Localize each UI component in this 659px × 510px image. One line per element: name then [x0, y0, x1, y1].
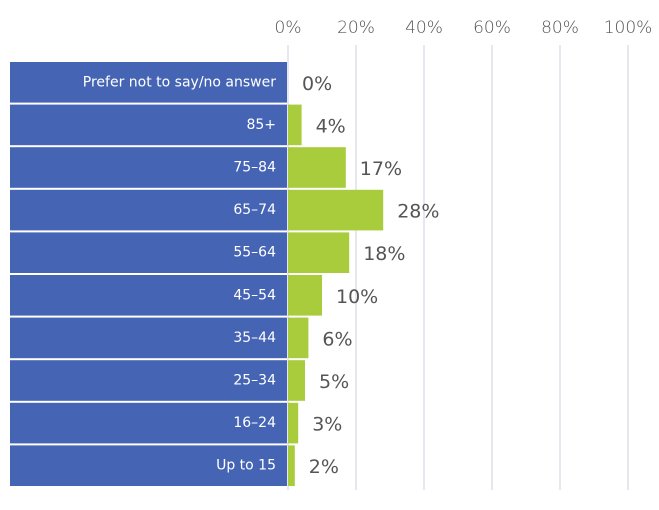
bar: [288, 147, 346, 188]
category-box: [10, 147, 287, 188]
category-label: 65–74: [233, 202, 276, 218]
category-label: 85+: [246, 117, 276, 133]
category-label: Prefer not to say/no answer: [83, 74, 276, 90]
value-label: 10%: [336, 286, 378, 308]
category-label: 45–54: [233, 287, 276, 303]
x-tick-label: 40%: [405, 18, 443, 38]
category-label: Up to 15: [216, 458, 276, 474]
value-label: 2%: [309, 456, 339, 478]
value-label: 6%: [322, 328, 352, 350]
category-label: 55–64: [233, 245, 276, 261]
x-tick-label: 20%: [337, 18, 375, 38]
bar: [288, 104, 302, 146]
value-label: 3%: [312, 414, 342, 436]
value-label: 18%: [363, 243, 405, 265]
value-label: 17%: [360, 158, 402, 180]
category-label: 25–34: [233, 373, 276, 389]
x-tick-label: 0%: [275, 18, 302, 38]
bar: [288, 189, 384, 231]
bar: [288, 402, 299, 444]
category-label: 75–84: [233, 160, 276, 176]
category-box: [10, 62, 287, 103]
x-tick-label: 80%: [541, 18, 579, 38]
bar: [288, 317, 309, 359]
category-box: [10, 232, 287, 273]
category-box: [10, 189, 287, 231]
value-label: 5%: [319, 371, 349, 393]
bar: [288, 232, 350, 273]
value-label: 0%: [302, 73, 332, 95]
value-label: 28%: [397, 201, 439, 223]
category-box: [10, 445, 287, 486]
category-box: [10, 360, 287, 401]
category-box: [10, 317, 287, 359]
value-label: 4%: [316, 115, 346, 137]
category-label: 35–44: [233, 330, 276, 346]
bar: [288, 275, 322, 316]
bar: [288, 360, 305, 401]
category-box: [10, 104, 287, 146]
category-box: [10, 275, 287, 316]
category-box: [10, 402, 287, 444]
category-label: 16–24: [233, 415, 276, 431]
bar: [288, 445, 295, 486]
x-tick-label: 100%: [604, 18, 653, 38]
x-tick-label: 60%: [473, 18, 511, 38]
